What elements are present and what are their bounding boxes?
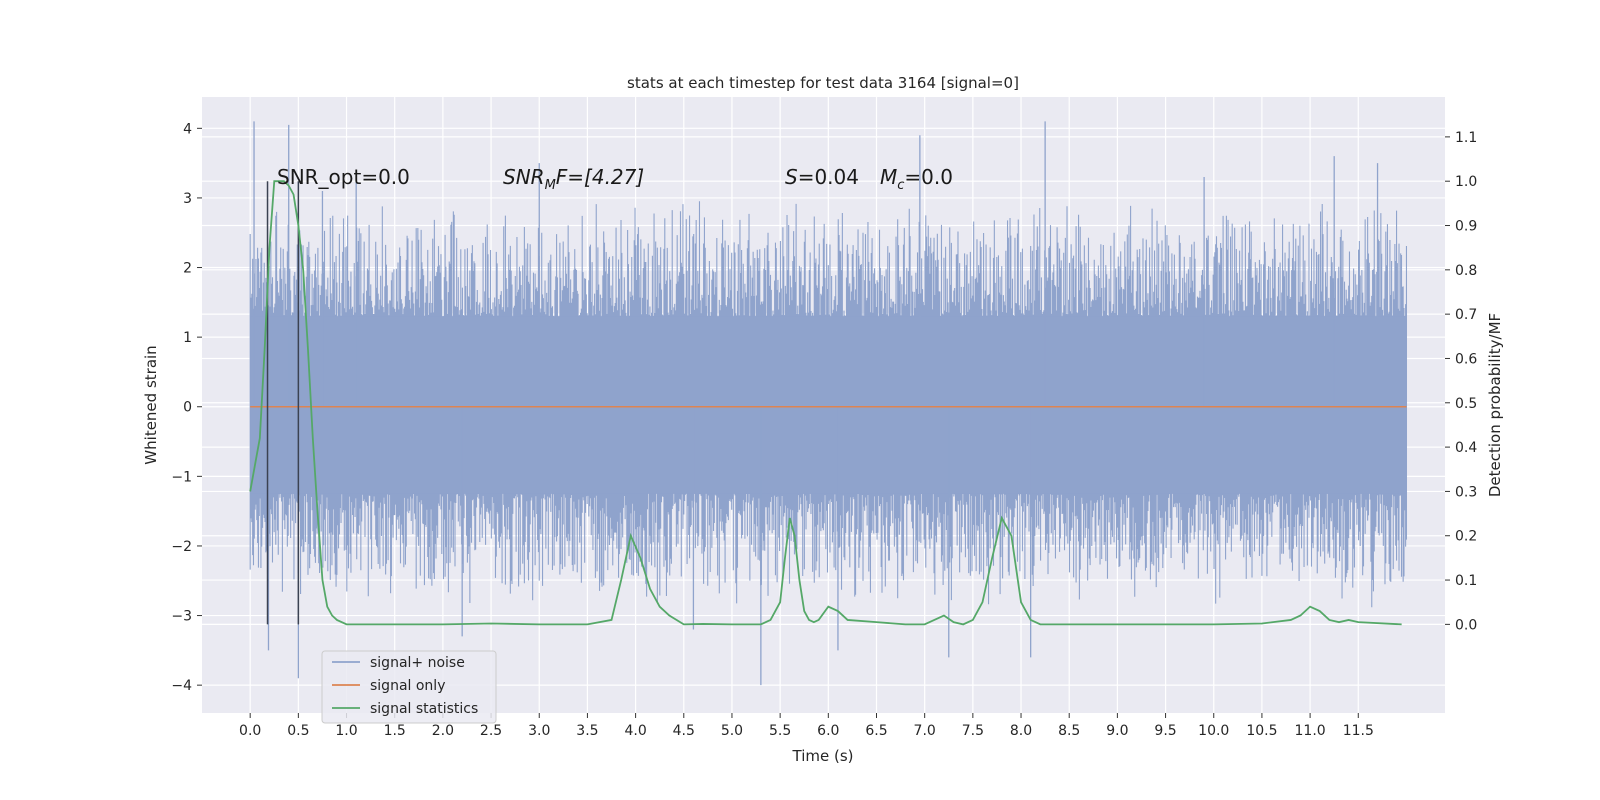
x-tick-label: 3.0 xyxy=(528,723,550,739)
y-tick-label: −3 xyxy=(171,609,192,625)
noise-series xyxy=(249,121,1408,686)
legend-box xyxy=(321,650,497,724)
x-tick-label: 6.0 xyxy=(817,723,839,739)
y2-tick-label: 0.6 xyxy=(1455,351,1477,367)
x-tick-label: 3.5 xyxy=(576,723,598,739)
legend-label-statistics: signal statistics xyxy=(370,701,478,717)
y-tick-label: 2 xyxy=(183,261,192,277)
y2-tick-label: 0.7 xyxy=(1455,307,1477,323)
x-tick-label: 7.5 xyxy=(962,723,984,739)
y2-tick-label: 0.9 xyxy=(1455,219,1477,235)
y-tick-label: 3 xyxy=(183,191,192,207)
x-axis-title: Time (s) xyxy=(792,747,854,765)
x-tick-label: 10.5 xyxy=(1246,723,1277,739)
y2-tick-label: 0.4 xyxy=(1455,440,1477,456)
y-tick-label: 0 xyxy=(183,400,192,416)
y2-tick-label: 0.1 xyxy=(1455,573,1477,589)
y-tick-label: −1 xyxy=(171,469,192,485)
y2-tick-label: 0.5 xyxy=(1455,396,1477,412)
x-tick-label: 4.5 xyxy=(673,723,695,739)
x-tick-label: 10.0 xyxy=(1198,723,1229,739)
y2-axis-title: Detection probability/MF xyxy=(1486,313,1504,497)
x-tick-label: 1.0 xyxy=(335,723,357,739)
y2-tick-label: 1.0 xyxy=(1455,174,1477,190)
x-tick-label: 11.5 xyxy=(1343,723,1374,739)
chart-title: stats at each timestep for test data 316… xyxy=(627,74,1019,92)
x-tick-label: 0.5 xyxy=(287,723,309,739)
y2-ticks: 1.1 1.0 0.9 0.8 0.7 0.6 0.5 0.4 0.3 0.2 0.1 0.0 xyxy=(1445,130,1477,633)
x-tick-label: 7.0 xyxy=(914,723,936,739)
legend-label-signal-only: signal only xyxy=(370,678,445,694)
x-tick-label: 4.0 xyxy=(624,723,646,739)
snr-mf-annotation: SNRMF=[4.27] xyxy=(503,165,644,193)
x-tick-label: 9.5 xyxy=(1154,723,1176,739)
y2-tick-label: 0.2 xyxy=(1455,529,1477,545)
y-tick-label: −4 xyxy=(171,678,192,694)
y-axis-title: Whitened strain xyxy=(142,345,160,464)
snr-opt-annotation: SNR_opt=0.0 xyxy=(277,165,410,189)
x-tick-label: 5.5 xyxy=(769,723,791,739)
x-tick-label: 5.0 xyxy=(721,723,743,739)
y2-tick-label: 0.8 xyxy=(1455,263,1477,279)
y2-tick-label: 1.1 xyxy=(1455,130,1477,146)
y-tick-label: −2 xyxy=(171,539,192,555)
x-tick-label: 8.5 xyxy=(1058,723,1080,739)
vertical-markers xyxy=(266,181,300,625)
mc-annotation: Mc=0.0 xyxy=(880,165,953,193)
x-tick-label: 2.0 xyxy=(432,723,454,739)
y-tick-label: 1 xyxy=(183,330,192,346)
s-annotation: S=0.04 xyxy=(785,165,859,189)
x-tick-label: 2.5 xyxy=(480,723,502,739)
noise-core-band xyxy=(250,316,1407,494)
x-tick-label: 0.0 xyxy=(239,723,261,739)
y-tick-label: 4 xyxy=(183,121,192,137)
annotations: SNR_opt=0.0 SNRMF=[4.27] S=0.04 Mc=0.0 xyxy=(277,165,953,193)
x-ticks: 0.0 0.5 1.0 1.5 2.0 2.5 3.0 3.5 4.0 4.5 5.0 5.5 6.0 6… xyxy=(239,713,1374,739)
y-ticks: 4 3 2 1 0 −1 −2 −3 −4 xyxy=(171,121,202,694)
x-tick-label: 9.0 xyxy=(1106,723,1128,739)
x-tick-label: 6.5 xyxy=(865,723,887,739)
x-tick-label: 11.0 xyxy=(1295,723,1326,739)
x-tick-label: 1.5 xyxy=(384,723,406,739)
legend: signal+ noise signal only signal statist… xyxy=(321,650,497,724)
x-tick-label: 8.0 xyxy=(1010,723,1032,739)
y2-tick-label: 0.0 xyxy=(1455,617,1477,633)
y2-tick-label: 0.3 xyxy=(1455,484,1477,500)
legend-label-noise: signal+ noise xyxy=(370,655,465,671)
signal-statistics-series xyxy=(249,180,1402,626)
